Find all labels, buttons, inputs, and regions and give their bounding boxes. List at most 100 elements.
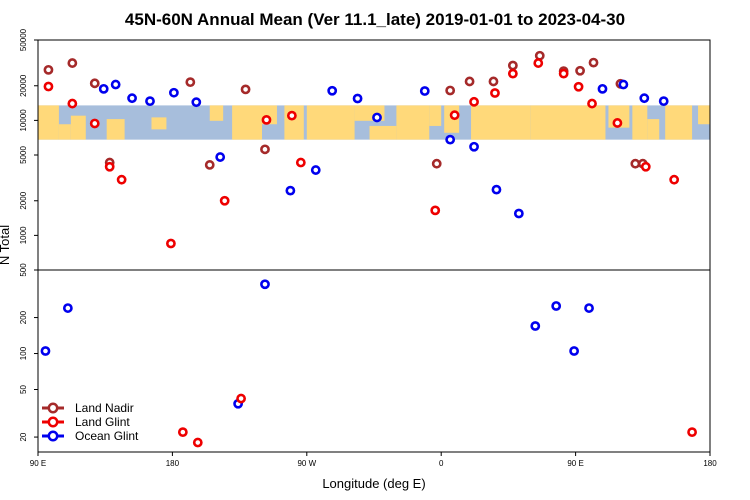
y-axis-lower: 20 50 100 200 500 <box>19 263 38 442</box>
land-fill <box>647 119 660 140</box>
y-upper-tick-label: 20000 <box>19 74 28 97</box>
y-axis-upper: 1000 2000 5000 10000 20000 50000 <box>19 28 38 244</box>
land-fill <box>58 124 71 140</box>
land-nadir-point <box>464 76 475 87</box>
land-nadir-point <box>630 158 641 169</box>
x-axis-label: Longitude (deg E) <box>322 476 425 491</box>
y-upper-tick-label: 50000 <box>19 28 28 51</box>
land-nadir-point <box>204 160 215 170</box>
y-lower-tick-label: 20 <box>19 432 28 441</box>
y-upper-tick-label: 1000 <box>19 226 28 244</box>
legend-label-ocean-glint: Ocean Glint <box>75 429 139 443</box>
upper-panel-frame <box>37 39 711 271</box>
ocean-glint-point <box>530 321 541 331</box>
land-glint-point <box>558 68 569 79</box>
land-glint-point <box>469 96 479 107</box>
ocean-glint-point <box>372 112 382 123</box>
land-glint-point <box>104 161 115 172</box>
land-glint-point <box>116 174 127 185</box>
ocean-glint-point <box>40 346 51 356</box>
ocean-glint-point <box>98 83 109 94</box>
chart-title: 45N-60N Annual Mean (Ver 11.1_late) 2019… <box>125 10 625 29</box>
land-glint-point <box>89 118 100 129</box>
land-glint-point <box>192 437 203 448</box>
land-fill <box>38 105 59 140</box>
land-fill <box>106 119 125 140</box>
ocean-glint-point <box>551 301 562 311</box>
y-upper-tick-label: 10000 <box>19 109 28 132</box>
land-nadir-point <box>240 84 251 95</box>
y-upper-tick-label: 5000 <box>19 146 28 164</box>
land-fill <box>369 125 397 140</box>
land-fill <box>530 105 606 140</box>
land-fill <box>284 105 304 140</box>
map-band <box>38 105 710 140</box>
legend-entry-land-glint: Land Glint <box>42 415 130 429</box>
ocean-glint-point <box>260 279 270 290</box>
legend-entry-ocean-glint: Ocean Glint <box>42 429 139 443</box>
land-nadir-point <box>260 144 270 155</box>
land-glint-point <box>449 110 460 121</box>
ocean-glint-point <box>215 152 226 162</box>
ocean-glint-point <box>569 346 580 356</box>
ocean-glint-point <box>584 303 594 313</box>
land-fill <box>396 105 430 140</box>
ocean-glint-point <box>639 93 650 104</box>
y-lower-tick-label: 200 <box>19 310 28 324</box>
ocean-glint-point <box>285 185 296 196</box>
land-nadir-point <box>575 65 585 76</box>
land-glint-point <box>587 98 597 109</box>
land-glint-point <box>669 174 680 185</box>
legend-entry-land-nadir: Land Nadir <box>42 401 134 415</box>
land-nadir-point <box>43 64 54 75</box>
land-glint-point <box>687 427 697 438</box>
land-glint-point <box>166 238 176 249</box>
land-fill <box>70 115 86 140</box>
land-glint-point <box>67 98 78 109</box>
land-glint-point <box>533 58 544 68</box>
land-glint-point <box>43 81 54 92</box>
ocean-glint-point <box>191 97 202 108</box>
land-nadir-point <box>588 57 599 68</box>
x-tick-label: 90 E <box>30 459 46 468</box>
ocean-glint-point <box>658 96 669 107</box>
ocean-glint-point <box>352 93 363 104</box>
land-nadir-point <box>431 158 442 169</box>
land-glint-point <box>640 161 651 172</box>
land-glint-point <box>295 157 306 168</box>
land-nadir-point <box>185 77 196 88</box>
x-tick-label: 0 <box>439 459 444 468</box>
ocean-glint-point <box>145 96 155 107</box>
land-glint-point <box>507 68 518 79</box>
legend-label-land-glint: Land Glint <box>75 415 130 429</box>
land-fill <box>698 105 710 125</box>
x-tick-label: 90 W <box>297 459 316 468</box>
ocean-glint-point <box>110 79 121 90</box>
x-tick-label: 180 <box>166 459 180 468</box>
ocean-glint-point <box>597 83 608 94</box>
land-glint-point <box>490 88 500 98</box>
lower-panel-frame <box>37 269 711 453</box>
ocean-glint-point <box>327 85 338 96</box>
land-glint-point <box>612 118 623 128</box>
land-fill <box>209 105 224 121</box>
x-tick-label: 90 E <box>567 459 583 468</box>
land-nadir-point <box>534 50 545 61</box>
land-glint-point <box>219 195 230 206</box>
land-nadir-point <box>67 58 78 68</box>
y-lower-tick-label: 50 <box>19 385 28 394</box>
ocean-glint-point <box>469 141 479 152</box>
land-fill <box>232 105 262 140</box>
ocean-glint-point <box>445 134 456 145</box>
land-fill <box>306 105 355 140</box>
land-glint-point <box>573 81 584 92</box>
land-glint-point <box>430 205 441 216</box>
ocean-glint-point <box>491 184 502 195</box>
ocean-glint-point <box>62 303 73 313</box>
land-fill <box>632 105 648 140</box>
legend-label-land-nadir: Land Nadir <box>75 401 134 415</box>
ocean-glint-point <box>513 208 524 219</box>
ocean-glint-point <box>618 79 629 90</box>
land-nadir-point <box>507 60 518 71</box>
